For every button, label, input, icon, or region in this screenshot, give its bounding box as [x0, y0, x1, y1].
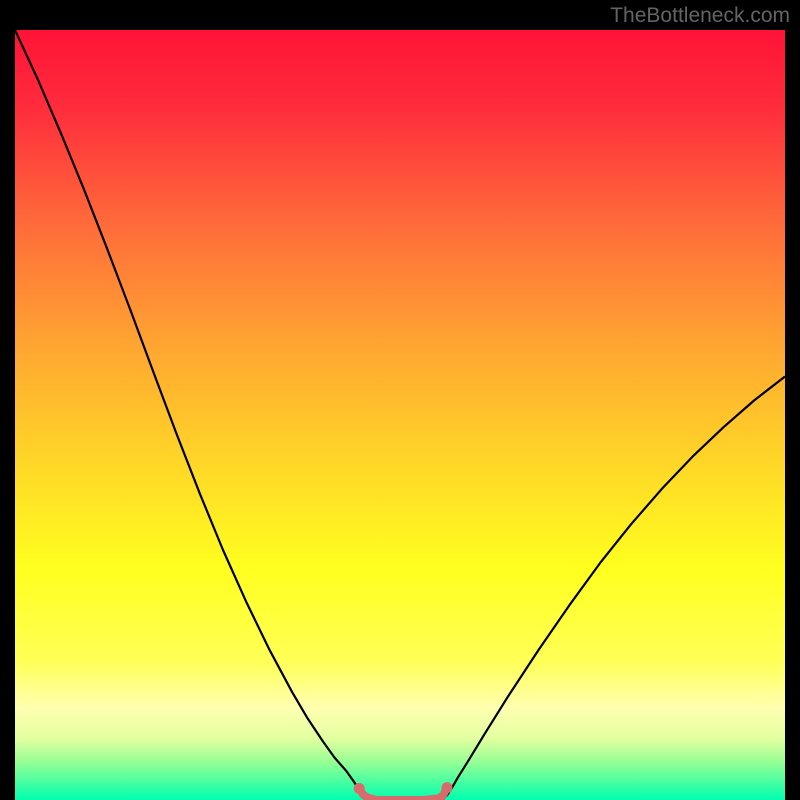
chart-background — [15, 30, 785, 800]
chart-svg — [15, 30, 785, 800]
bottleneck-chart — [15, 30, 785, 800]
trough-cap-left — [354, 783, 365, 794]
chart-frame: TheBottleneck.com — [0, 0, 800, 800]
trough-cap-right — [441, 782, 452, 793]
watermark-text: TheBottleneck.com — [610, 4, 790, 28]
